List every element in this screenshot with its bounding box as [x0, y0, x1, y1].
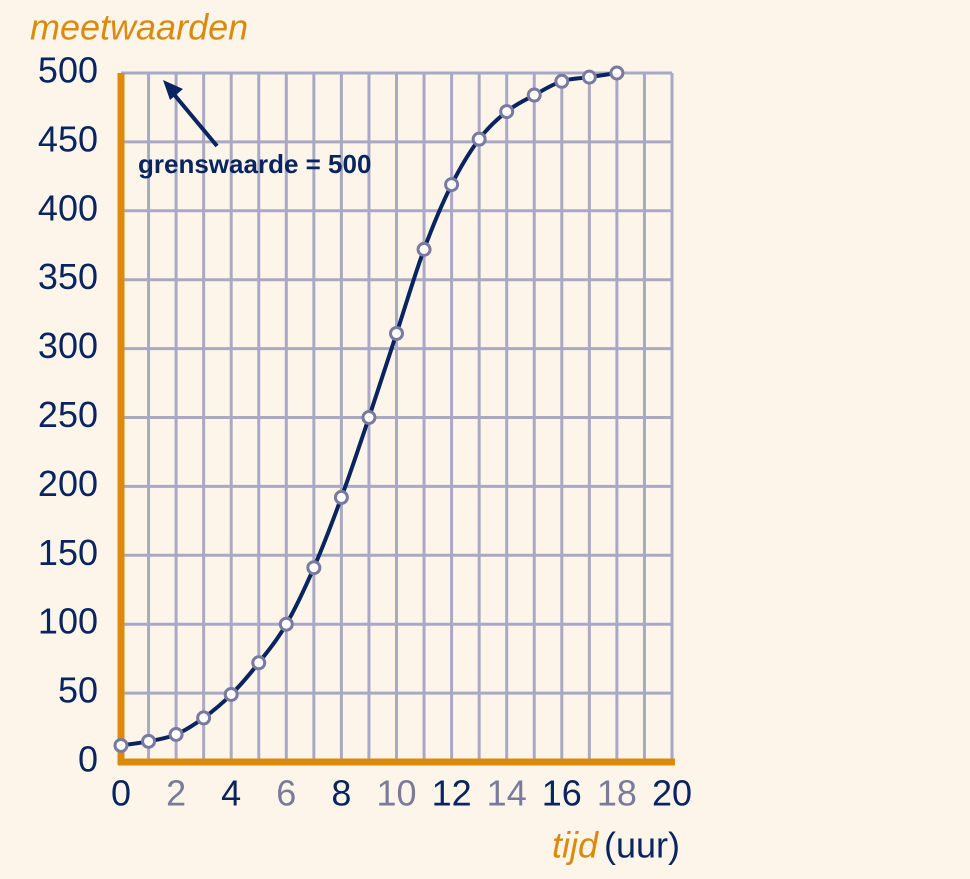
y-tick-label: 300	[38, 325, 98, 366]
y-tick-label: 100	[38, 601, 98, 642]
marker	[499, 104, 515, 120]
x-tick-label: 2	[166, 773, 186, 814]
x-tick-label: 0	[111, 773, 131, 814]
y-tick-label: 500	[38, 50, 98, 91]
y-tick-label: 250	[38, 394, 98, 435]
x-tick-label: 18	[597, 773, 637, 814]
marker	[278, 616, 294, 632]
y-tick-label: 0	[78, 739, 98, 780]
x-tick-label: 8	[331, 773, 351, 814]
y-tick-label: 150	[38, 532, 98, 573]
marker	[196, 710, 212, 726]
annotation-arrow	[170, 90, 219, 148]
marker	[526, 87, 542, 103]
y-tick-label: 450	[38, 118, 98, 159]
marker	[389, 325, 404, 341]
marker	[581, 69, 597, 85]
y-tick-label: 50	[58, 670, 98, 711]
x-tick-label: 16	[542, 773, 582, 814]
x-axis-unit: (uur)	[604, 825, 680, 866]
marker	[333, 489, 349, 505]
marker	[471, 131, 487, 147]
marker	[306, 560, 322, 576]
marker	[416, 241, 432, 257]
marker	[223, 686, 239, 702]
marker	[554, 73, 570, 89]
x-tick-label: 4	[221, 773, 241, 814]
marker	[444, 177, 460, 193]
marker	[168, 726, 184, 742]
x-tick-label: 12	[432, 773, 472, 814]
y-tick-label: 400	[38, 187, 98, 228]
marker	[361, 410, 377, 425]
marker	[141, 733, 157, 749]
x-tick-label: 20	[652, 773, 692, 814]
x-tick-label: 6	[276, 773, 296, 814]
x-tick-label: 14	[487, 773, 527, 814]
annotation-arrowhead	[163, 80, 183, 100]
marker	[113, 737, 129, 753]
y-axis-label: meetwaarden	[30, 7, 248, 48]
annotation: grenswaarde = 500	[138, 149, 371, 179]
marker	[609, 65, 625, 81]
y-tick-label: 350	[38, 256, 98, 297]
x-tick-label: 10	[376, 773, 416, 814]
y-tick-label: 200	[38, 463, 98, 504]
x-axis-label: tijd	[552, 825, 599, 866]
marker	[251, 655, 267, 671]
